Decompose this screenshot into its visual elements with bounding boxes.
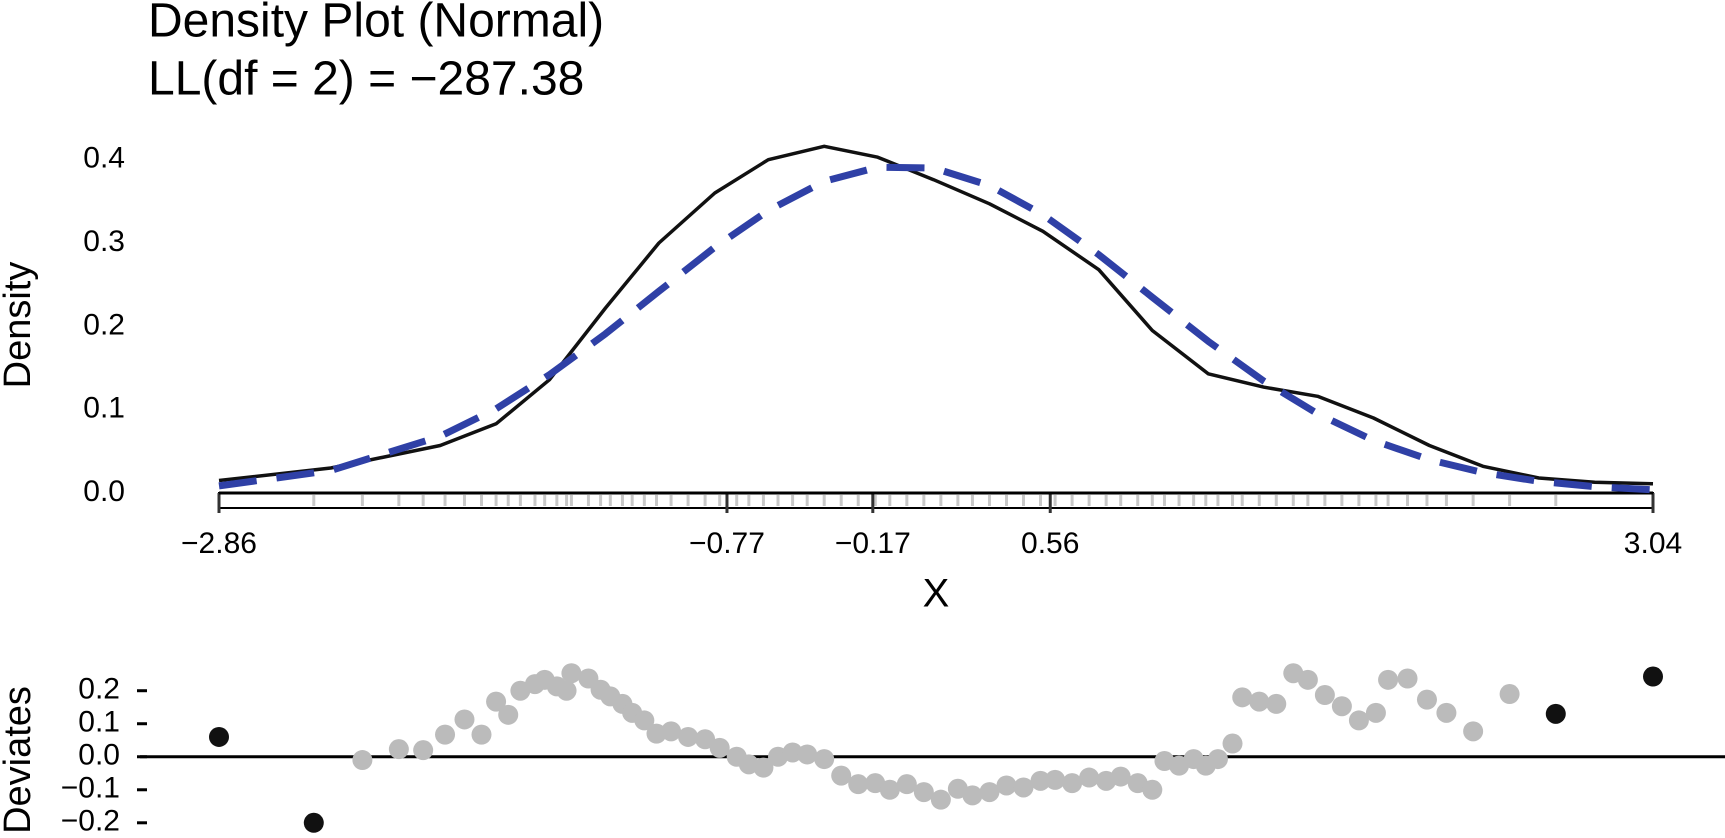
x-tick-label: −0.17 — [835, 527, 911, 560]
deviate-point — [1030, 770, 1051, 791]
deviate-point — [1463, 721, 1484, 742]
deviate-point — [848, 774, 869, 795]
deviate-point — [561, 663, 582, 684]
deviate-point — [1416, 689, 1437, 710]
y-tick-label: 0.4 — [83, 142, 125, 175]
density-line — [218, 163, 1654, 494]
deviate-point — [1207, 749, 1228, 770]
deviate-point — [413, 740, 434, 761]
y-tick-label: 0.1 — [78, 706, 120, 739]
deviate-point — [1045, 769, 1066, 790]
y-axis-label: Density — [0, 262, 39, 389]
deviate-point — [962, 785, 983, 806]
deviate-point — [556, 680, 577, 701]
x-tick-label: 0.56 — [1021, 527, 1079, 560]
deviate-point — [1348, 710, 1369, 731]
x-tick-label: −2.86 — [181, 527, 257, 560]
y-tick-label: 0.0 — [83, 475, 125, 508]
y-tick-label: 0.2 — [83, 308, 125, 341]
y-tick-label: 0.2 — [78, 673, 120, 706]
deviate-point — [661, 721, 682, 742]
deviate-point — [303, 812, 324, 833]
deviate-point — [486, 691, 507, 712]
deviate-point — [471, 724, 492, 745]
deviate-point — [209, 726, 229, 747]
deviate-point — [435, 724, 456, 745]
deviate-point — [1110, 766, 1131, 787]
deviate-point — [678, 726, 699, 747]
y-tick-label: 0.1 — [83, 392, 125, 425]
deviate-point — [782, 742, 803, 763]
deviate-point — [1314, 685, 1335, 706]
deviate-point — [1266, 693, 1287, 714]
deviate-point — [1397, 668, 1418, 689]
deviate-point — [913, 782, 934, 803]
deviate-point — [753, 757, 774, 778]
deviate-point — [1365, 702, 1386, 723]
rug-box — [218, 492, 1654, 509]
deviate-point — [1643, 666, 1663, 687]
x-axis-label: X — [923, 572, 950, 616]
deviate-point — [1142, 779, 1163, 800]
y-tick-label: −0.1 — [61, 772, 120, 805]
deviate-point — [879, 779, 900, 800]
y-tick-label: 0.3 — [83, 225, 125, 258]
deviate-point — [1378, 669, 1399, 690]
deviate-point — [797, 744, 818, 765]
deviate-point — [1545, 703, 1566, 724]
chart-subtitle: LL(df = 2) = −287.38 — [148, 53, 584, 106]
deviate-point — [896, 774, 917, 795]
deviate-point — [814, 749, 835, 770]
deviate-point — [930, 789, 951, 810]
chart-title: Density Plot (Normal) — [148, 0, 604, 48]
deviate-point — [1222, 733, 1243, 754]
deviate-point — [1249, 691, 1270, 712]
deviate-point — [1013, 777, 1034, 798]
deviate-point — [831, 765, 852, 786]
deviate-point — [498, 704, 519, 725]
deviate-point — [695, 729, 716, 750]
deviate-point — [634, 710, 655, 731]
deviate-point — [454, 709, 475, 730]
deviate-point — [979, 782, 1000, 803]
x-tick-label: −0.77 — [689, 527, 765, 560]
deviate-point — [352, 750, 373, 771]
y-tick-label: 0.0 — [78, 739, 120, 772]
deviate-point — [1079, 767, 1100, 788]
x-tick-label: 3.04 — [1624, 527, 1682, 560]
density-line — [218, 144, 1654, 486]
deviate-point — [996, 775, 1017, 796]
y-axis-label: Deviates — [0, 686, 39, 834]
deviate-point — [1331, 696, 1352, 717]
deviate-point — [1062, 773, 1083, 794]
deviate-point — [388, 739, 409, 760]
deviate-point — [1232, 687, 1253, 708]
y-tick-label: −0.2 — [61, 805, 120, 838]
deviate-point — [709, 737, 730, 758]
deviate-point — [1499, 684, 1520, 705]
deviate-point — [1436, 702, 1457, 723]
deviate-point — [1297, 669, 1318, 690]
